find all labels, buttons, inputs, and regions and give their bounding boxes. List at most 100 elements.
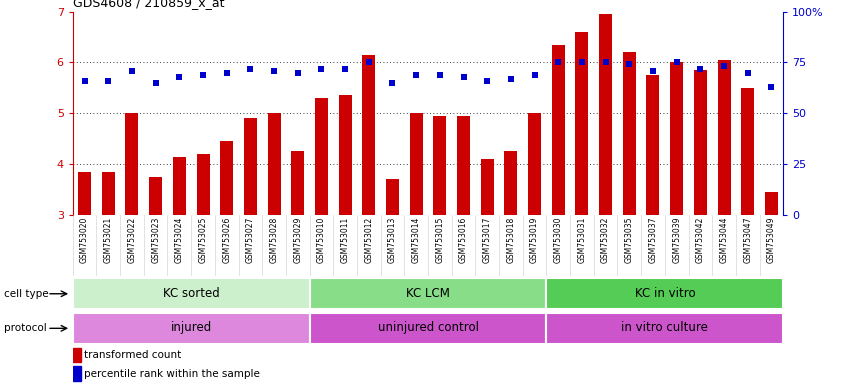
Bar bbox=[504, 151, 517, 215]
Text: protocol: protocol bbox=[4, 323, 47, 333]
Bar bbox=[310, 278, 546, 310]
Text: GSM753017: GSM753017 bbox=[483, 216, 491, 263]
Point bbox=[480, 78, 494, 84]
Point bbox=[243, 65, 257, 71]
Bar bbox=[546, 278, 783, 310]
Text: GSM753028: GSM753028 bbox=[270, 216, 278, 263]
Point bbox=[385, 79, 399, 86]
Point bbox=[409, 71, 423, 78]
Bar bbox=[291, 151, 304, 215]
Bar bbox=[386, 179, 399, 215]
Text: GSM753025: GSM753025 bbox=[199, 216, 207, 263]
Point bbox=[125, 68, 139, 74]
Text: uninjured control: uninjured control bbox=[377, 321, 479, 334]
Text: GDS4608 / 210859_x_at: GDS4608 / 210859_x_at bbox=[73, 0, 224, 9]
Point bbox=[78, 78, 92, 84]
Text: in vitro culture: in vitro culture bbox=[621, 321, 708, 334]
Text: GSM753014: GSM753014 bbox=[412, 216, 420, 263]
Text: transformed count: transformed count bbox=[84, 350, 181, 360]
Bar bbox=[670, 62, 683, 215]
Bar bbox=[268, 113, 281, 215]
Bar bbox=[310, 313, 546, 344]
Text: GSM753013: GSM753013 bbox=[388, 216, 397, 263]
Point bbox=[669, 59, 683, 65]
Point bbox=[717, 63, 731, 70]
Text: injured: injured bbox=[170, 321, 211, 334]
Text: GSM753019: GSM753019 bbox=[530, 216, 539, 263]
Bar bbox=[552, 45, 565, 215]
Text: KC in vitro: KC in vitro bbox=[634, 286, 695, 300]
Text: GSM753029: GSM753029 bbox=[294, 216, 302, 263]
Point bbox=[575, 59, 589, 65]
Bar bbox=[546, 313, 783, 344]
Point bbox=[504, 76, 518, 82]
Text: GSM753039: GSM753039 bbox=[672, 216, 681, 263]
Text: KC sorted: KC sorted bbox=[163, 286, 219, 300]
Bar bbox=[646, 75, 659, 215]
Text: GSM753030: GSM753030 bbox=[554, 216, 562, 263]
Point bbox=[267, 68, 281, 74]
Point bbox=[456, 74, 470, 80]
Text: GSM753022: GSM753022 bbox=[128, 216, 136, 263]
Point bbox=[220, 70, 234, 76]
Bar bbox=[362, 55, 375, 215]
Bar bbox=[102, 172, 115, 215]
Text: GSM753024: GSM753024 bbox=[175, 216, 184, 263]
Point bbox=[693, 65, 707, 71]
Bar bbox=[73, 366, 81, 381]
Bar bbox=[765, 192, 778, 215]
Text: GSM753037: GSM753037 bbox=[649, 216, 657, 263]
Bar bbox=[694, 70, 707, 215]
Bar bbox=[457, 116, 470, 215]
Bar bbox=[481, 159, 494, 215]
Bar bbox=[410, 113, 423, 215]
Point bbox=[622, 61, 636, 68]
Bar bbox=[78, 172, 91, 215]
Text: GSM753010: GSM753010 bbox=[317, 216, 326, 263]
Bar bbox=[244, 118, 257, 215]
Text: GSM753032: GSM753032 bbox=[601, 216, 610, 263]
Text: GSM753026: GSM753026 bbox=[223, 216, 231, 263]
Point bbox=[314, 65, 328, 71]
Text: GSM753015: GSM753015 bbox=[436, 216, 444, 263]
Bar bbox=[599, 14, 612, 215]
Text: GSM753042: GSM753042 bbox=[696, 216, 704, 263]
Text: KC LCM: KC LCM bbox=[406, 286, 450, 300]
Bar bbox=[197, 154, 210, 215]
Text: GSM753035: GSM753035 bbox=[625, 216, 633, 263]
Text: GSM753012: GSM753012 bbox=[365, 216, 373, 263]
Text: GSM753023: GSM753023 bbox=[152, 216, 160, 263]
Point bbox=[196, 71, 210, 78]
Bar bbox=[220, 141, 233, 215]
Point bbox=[172, 74, 186, 80]
Point bbox=[646, 68, 660, 74]
Text: percentile rank within the sample: percentile rank within the sample bbox=[84, 369, 260, 379]
Bar bbox=[433, 116, 446, 215]
Bar bbox=[73, 313, 310, 344]
Bar bbox=[126, 113, 139, 215]
Point bbox=[764, 84, 778, 90]
Bar bbox=[741, 88, 754, 215]
Text: GSM753047: GSM753047 bbox=[743, 216, 752, 263]
Point bbox=[291, 70, 305, 76]
Text: GSM753021: GSM753021 bbox=[104, 216, 113, 263]
Text: GSM753020: GSM753020 bbox=[80, 216, 89, 263]
Point bbox=[433, 71, 447, 78]
Bar bbox=[149, 177, 162, 215]
Text: GSM753016: GSM753016 bbox=[459, 216, 468, 263]
Point bbox=[551, 59, 565, 65]
Point bbox=[527, 71, 541, 78]
Text: GSM753027: GSM753027 bbox=[246, 216, 255, 263]
Point bbox=[362, 59, 376, 65]
Bar bbox=[623, 52, 636, 215]
Point bbox=[740, 70, 754, 76]
Point bbox=[338, 65, 352, 71]
Bar bbox=[73, 278, 310, 310]
Point bbox=[101, 78, 115, 84]
Text: GSM753011: GSM753011 bbox=[341, 216, 349, 263]
Bar bbox=[575, 32, 588, 215]
Point bbox=[598, 59, 612, 65]
Text: GSM753018: GSM753018 bbox=[507, 216, 515, 263]
Bar bbox=[717, 60, 730, 215]
Bar bbox=[315, 98, 328, 215]
